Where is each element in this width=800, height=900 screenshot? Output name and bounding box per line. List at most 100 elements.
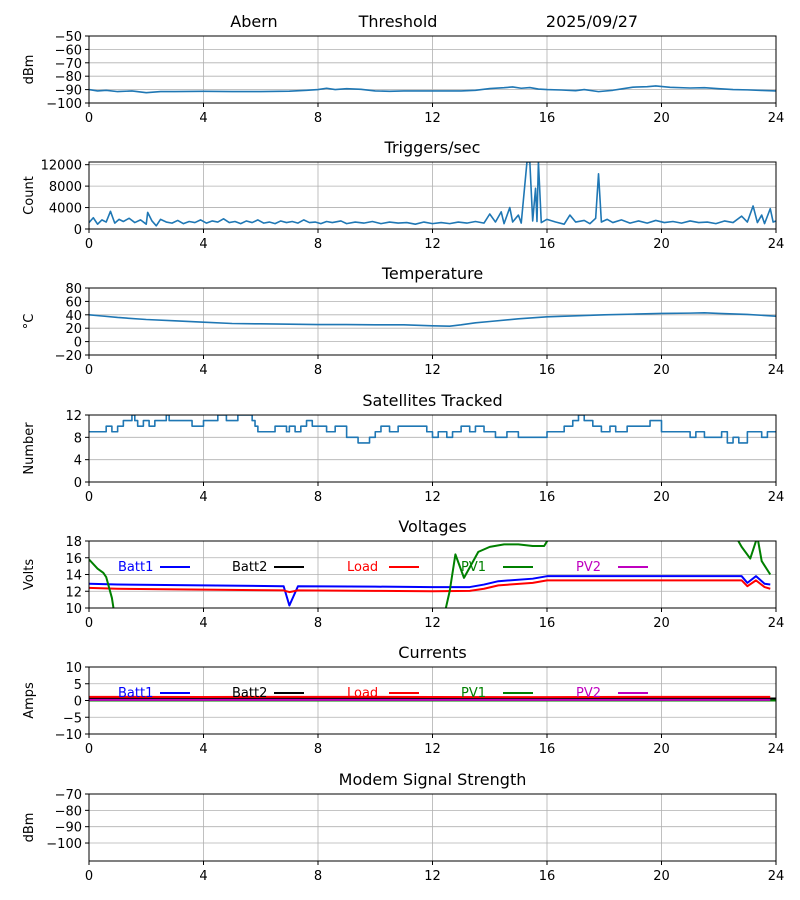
x-tick-label: 4 — [199, 616, 207, 631]
y-tick-label: 10 — [65, 661, 82, 676]
x-tick-label: 20 — [653, 237, 670, 252]
legend-label: Batt2 — [232, 686, 267, 701]
x-tick-label: 12 — [424, 490, 441, 505]
series-line-load — [89, 579, 771, 594]
x-tick-label: 12 — [424, 742, 441, 757]
x-tick-label: 8 — [314, 490, 322, 505]
y-axis-label: Number — [22, 422, 37, 475]
x-tick-label: 16 — [539, 742, 556, 757]
y-tick-label: 80 — [65, 282, 82, 297]
x-tick-label: 8 — [314, 363, 322, 378]
y-tick-label: 14 — [65, 569, 82, 584]
panel-title: Modem Signal Strength — [339, 770, 527, 789]
y-tick-label: −80 — [55, 804, 82, 819]
legend-label: Batt1 — [118, 560, 153, 575]
panel-1: 0 4 8 12 16 20 24 0 4000 8000 12000 Triggers/sec Cou… — [22, 138, 784, 252]
y-tick-label: 60 — [65, 295, 82, 310]
x-tick-label: 16 — [539, 363, 556, 378]
y-tick-label: 12 — [65, 585, 82, 600]
x-tick-label: 4 — [199, 237, 207, 252]
series-line-pv1 — [89, 541, 772, 608]
panel-6: 0 4 8 12 16 20 24 −70−80 −90−100 Modem Signal Str… — [22, 770, 784, 884]
y-tick-label: −20 — [55, 349, 82, 364]
y-tick-label: 40 — [65, 309, 82, 324]
y-axis-label: Volts — [22, 559, 37, 591]
x-tick-label: 12 — [424, 111, 441, 126]
y-tick-label: −100 — [46, 97, 82, 112]
y-tick-label: −80 — [55, 70, 82, 85]
x-tick-label: 16 — [539, 869, 556, 884]
x-tick-label: 20 — [653, 363, 670, 378]
y-tick-label: 0 — [74, 223, 82, 238]
x-tick-label: 8 — [314, 742, 322, 757]
axes-frame — [88, 161, 777, 230]
x-tick-label: 24 — [768, 490, 785, 505]
x-tick-label: 8 — [314, 869, 322, 884]
y-tick-label: 8 — [74, 431, 82, 446]
y-tick-label: 12 — [65, 409, 82, 424]
panel-3: 0 4 8 12 16 20 24 12 8 4 0 Satellites Tracked Number — [22, 391, 784, 505]
y-tick-label: 5 — [74, 678, 82, 693]
y-tick-label: −90 — [55, 821, 82, 836]
x-tick-label: 0 — [85, 111, 93, 126]
legend-label: PV1 — [461, 560, 486, 575]
x-tick-label: 16 — [539, 111, 556, 126]
series-line-signal — [89, 85, 776, 94]
y-tick-label: 4 — [74, 454, 82, 469]
panel-title: Temperature — [381, 264, 483, 283]
x-tick-label: 8 — [314, 237, 322, 252]
x-tick-label: 24 — [768, 111, 785, 126]
x-tick-label: 20 — [653, 111, 670, 126]
x-tick-label: 16 — [539, 237, 556, 252]
legend-label: Batt1 — [118, 686, 153, 701]
x-tick-label: 4 — [199, 490, 207, 505]
x-tick-label: 24 — [768, 237, 785, 252]
y-axis-label: °C — [22, 314, 37, 330]
x-tick-label: 8 — [314, 616, 322, 631]
series-line-satellites — [89, 415, 776, 444]
x-tick-label: 12 — [424, 616, 441, 631]
y-tick-label: −100 — [46, 837, 82, 852]
y-axis-label: Amps — [22, 682, 37, 719]
y-tick-label: 0 — [74, 695, 82, 710]
y-tick-label: 12000 — [41, 159, 82, 174]
y-tick-label: −5 — [63, 711, 82, 726]
x-tick-label: 20 — [653, 869, 670, 884]
header-station: Abern — [230, 12, 277, 31]
y-tick-label: −90 — [55, 84, 82, 99]
x-tick-label: 0 — [85, 742, 93, 757]
x-tick-label: 0 — [85, 869, 93, 884]
y-tick-label: 10 — [65, 602, 82, 617]
panel-title: Voltages — [398, 517, 466, 536]
header-date: 2025/09/27 — [546, 12, 638, 31]
legend-label: Batt2 — [232, 560, 267, 575]
x-tick-label: 4 — [199, 742, 207, 757]
y-tick-label: 20 — [65, 322, 82, 337]
y-tick-label: −70 — [55, 788, 82, 803]
x-tick-label: 0 — [85, 237, 93, 252]
y-tick-label: 4000 — [49, 202, 82, 217]
x-tick-label: 20 — [653, 742, 670, 757]
y-axis-label: dBm — [22, 55, 37, 85]
series-line-temperature — [89, 311, 776, 327]
x-tick-label: 16 — [539, 616, 556, 631]
x-tick-label: 12 — [424, 363, 441, 378]
axes-frame — [88, 287, 777, 356]
legend-label: PV1 — [461, 686, 486, 701]
panel-title: Satellites Tracked — [362, 391, 502, 410]
legend-label: PV2 — [576, 560, 601, 575]
panel-title: Triggers/sec — [384, 138, 481, 157]
x-tick-label: 24 — [768, 869, 785, 884]
x-tick-label: 16 — [539, 490, 556, 505]
panel-0: 0 4 8 12 16 20 24 −50−60−70−80−90−100 dBm — [22, 30, 784, 126]
panel-title: Currents — [398, 643, 466, 662]
x-tick-label: 12 — [424, 237, 441, 252]
legend-label: Load — [347, 560, 378, 575]
legend-label: Load — [347, 686, 378, 701]
series-line-batt1 — [89, 575, 771, 607]
y-tick-label: −60 — [55, 43, 82, 58]
axes-frame — [88, 35, 777, 104]
